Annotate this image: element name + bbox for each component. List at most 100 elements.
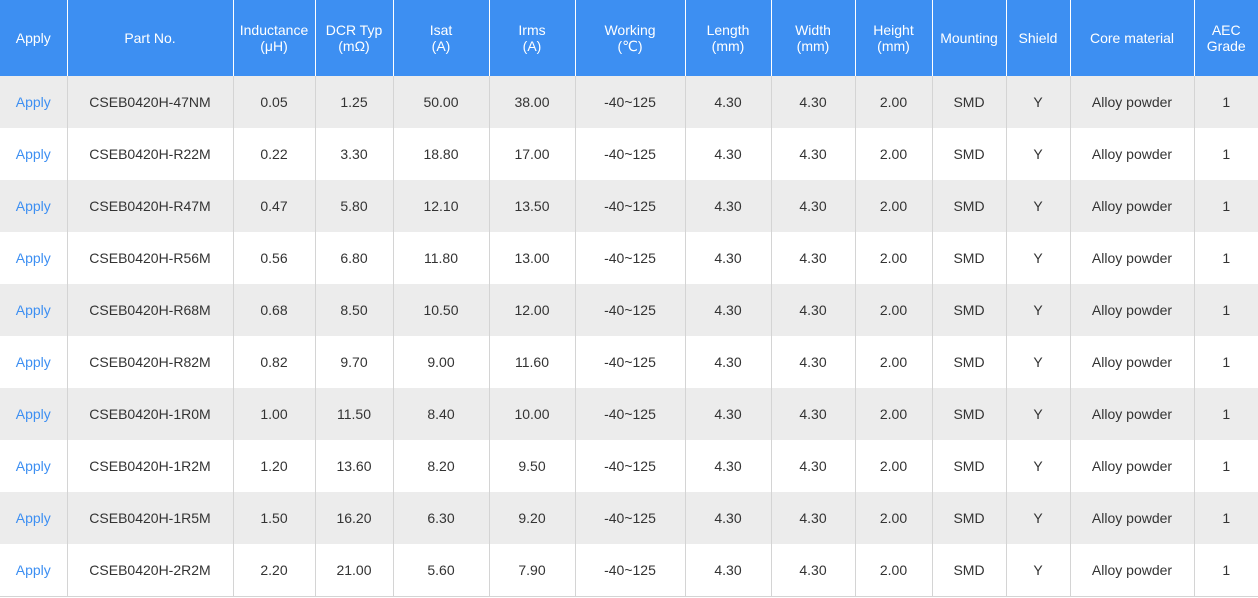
apply-link[interactable]: Apply [15, 198, 51, 214]
header-working: Working (℃) [575, 0, 686, 76]
apply-link[interactable]: Apply [15, 94, 51, 110]
mounting-cell: SMD [932, 232, 1007, 284]
width-cell: 4.30 [771, 440, 856, 492]
length-cell: 4.30 [685, 440, 772, 492]
shield-cell: Y [1006, 128, 1071, 180]
irms-cell: 17.00 [489, 128, 576, 180]
apply-link[interactable]: Apply [15, 406, 51, 422]
apply-cell: Apply [0, 232, 68, 284]
working-cell: -40~125 [575, 128, 686, 180]
header-aec-label: AEC [1211, 22, 1241, 38]
apply-link[interactable]: Apply [15, 510, 51, 526]
inductance-cell: 1.50 [233, 492, 316, 544]
irms-cell: 7.90 [489, 544, 576, 597]
working-cell: -40~125 [575, 284, 686, 336]
apply-cell: Apply [0, 284, 68, 336]
apply-link[interactable]: Apply [15, 302, 51, 318]
aec-grade-cell: 1 [1194, 388, 1258, 440]
working-cell: -40~125 [575, 180, 686, 232]
irms-cell: 10.00 [489, 388, 576, 440]
part-no-cell: CSEB0420H-1R5M [67, 492, 234, 544]
working-cell: -40~125 [575, 440, 686, 492]
table-row: Apply CSEB0420H-R47M 0.47 5.80 12.10 13.… [0, 180, 1258, 232]
header-inductance: Inductance (μH) [233, 0, 316, 76]
working-cell: -40~125 [575, 76, 686, 128]
apply-link[interactable]: Apply [15, 354, 51, 370]
inductance-cell: 0.22 [233, 128, 316, 180]
irms-cell: 11.60 [489, 336, 576, 388]
width-cell: 4.30 [771, 232, 856, 284]
header-part-no: Part No. [67, 0, 234, 76]
length-cell: 4.30 [685, 544, 772, 597]
working-cell: -40~125 [575, 388, 686, 440]
isat-cell: 5.60 [393, 544, 490, 597]
width-cell: 4.30 [771, 336, 856, 388]
header-part-no-label: Part No. [124, 30, 176, 46]
core-material-cell: Alloy powder [1070, 492, 1195, 544]
length-cell: 4.30 [685, 388, 772, 440]
part-no-cell: CSEB0420H-R47M [67, 180, 234, 232]
length-cell: 4.30 [685, 336, 772, 388]
header-isat-label: Isat [429, 22, 453, 38]
header-inductance-unit: (μH) [260, 38, 288, 54]
header-core-material-label: Core material [1089, 30, 1175, 46]
height-cell: 2.00 [855, 388, 933, 440]
dcr-cell: 1.25 [315, 76, 394, 128]
height-cell: 2.00 [855, 284, 933, 336]
apply-cell: Apply [0, 440, 68, 492]
apply-cell: Apply [0, 180, 68, 232]
table-row: Apply CSEB0420H-R68M 0.68 8.50 10.50 12.… [0, 284, 1258, 336]
mounting-cell: SMD [932, 388, 1007, 440]
width-cell: 4.30 [771, 492, 856, 544]
shield-cell: Y [1006, 232, 1071, 284]
irms-cell: 12.00 [489, 284, 576, 336]
length-cell: 4.30 [685, 232, 772, 284]
inductance-cell: 0.05 [233, 76, 316, 128]
core-material-cell: Alloy powder [1070, 388, 1195, 440]
apply-cell: Apply [0, 336, 68, 388]
header-height-label: Height [873, 22, 914, 38]
table-row: Apply CSEB0420H-1R2M 1.20 13.60 8.20 9.5… [0, 440, 1258, 492]
inductance-cell: 1.20 [233, 440, 316, 492]
height-cell: 2.00 [855, 544, 933, 597]
part-no-cell: CSEB0420H-1R2M [67, 440, 234, 492]
header-dcr-unit: (mΩ) [338, 38, 370, 54]
irms-cell: 13.50 [489, 180, 576, 232]
apply-link[interactable]: Apply [15, 561, 51, 578]
table-row: Apply CSEB0420H-2R2M 2.20 21.00 5.60 7.9… [0, 544, 1258, 597]
table-row: Apply CSEB0420H-1R5M 1.50 16.20 6.30 9.2… [0, 492, 1258, 544]
core-material-cell: Alloy powder [1070, 180, 1195, 232]
mounting-cell: SMD [932, 492, 1007, 544]
inductance-cell: 1.00 [233, 388, 316, 440]
header-shield-label: Shield [1018, 30, 1058, 46]
shield-cell: Y [1006, 180, 1071, 232]
length-cell: 4.30 [685, 492, 772, 544]
header-isat-unit: (A) [431, 38, 451, 54]
table-body: Apply CSEB0420H-47NM 0.05 1.25 50.00 38.… [0, 76, 1258, 597]
apply-link[interactable]: Apply [15, 250, 51, 266]
header-working-label: Working [604, 22, 656, 38]
header-shield: Shield [1006, 0, 1071, 76]
isat-cell: 8.40 [393, 388, 490, 440]
aec-grade-cell: 1 [1194, 284, 1258, 336]
header-mounting: Mounting [932, 0, 1007, 76]
height-cell: 2.00 [855, 76, 933, 128]
height-cell: 2.00 [855, 180, 933, 232]
dcr-cell: 3.30 [315, 128, 394, 180]
core-material-cell: Alloy powder [1070, 232, 1195, 284]
table-row: Apply CSEB0420H-1R0M 1.00 11.50 8.40 10.… [0, 388, 1258, 440]
aec-grade-cell: 1 [1194, 180, 1258, 232]
length-cell: 4.30 [685, 76, 772, 128]
header-width-unit: (mm) [796, 38, 830, 54]
dcr-cell: 5.80 [315, 180, 394, 232]
header-working-unit: (℃) [617, 38, 643, 54]
height-cell: 2.00 [855, 492, 933, 544]
core-material-cell: Alloy powder [1070, 76, 1195, 128]
dcr-cell: 11.50 [315, 388, 394, 440]
apply-link[interactable]: Apply [15, 146, 51, 162]
header-dcr-label: DCR Typ [325, 22, 383, 38]
apply-link[interactable]: Apply [15, 458, 51, 474]
inductance-cell: 0.47 [233, 180, 316, 232]
width-cell: 4.30 [771, 388, 856, 440]
dcr-cell: 13.60 [315, 440, 394, 492]
